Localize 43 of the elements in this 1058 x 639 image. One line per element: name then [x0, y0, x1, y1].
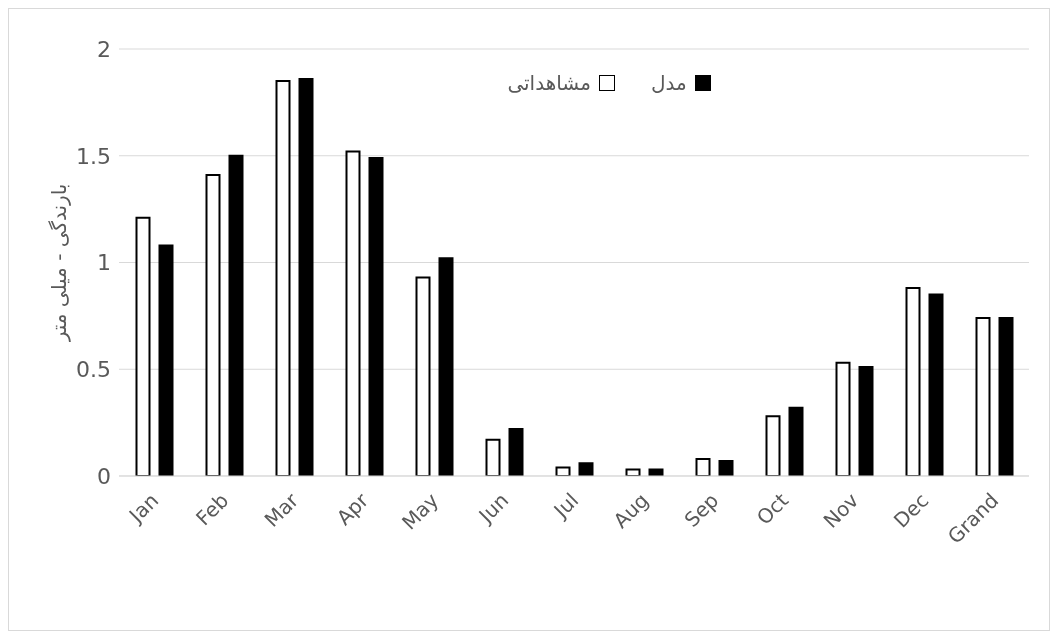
- bar: [788, 406, 804, 476]
- bar: [555, 466, 571, 476]
- bar: [158, 244, 174, 476]
- bar: [765, 415, 781, 476]
- bar: [905, 287, 921, 476]
- y-tick-label: 1: [97, 250, 111, 276]
- x-tick-label: Oct: [751, 488, 794, 530]
- bar: [928, 293, 944, 476]
- x-tick-label: Jul: [547, 488, 584, 524]
- x-tick-label: Mar: [259, 487, 304, 532]
- bar: [415, 276, 431, 476]
- legend-label: مدل: [650, 71, 687, 95]
- bar: [858, 366, 874, 476]
- x-tick-label: Jun: [472, 488, 514, 529]
- x-tick-label: Sep: [679, 488, 724, 532]
- bar: [718, 460, 734, 476]
- bar: [975, 317, 991, 476]
- x-tick-label: Apr: [331, 487, 374, 530]
- legend-label: مشاهداتی: [507, 71, 591, 95]
- x-tick-label: Dec: [888, 488, 934, 533]
- bar: [485, 438, 501, 476]
- y-tick-label: 0: [97, 463, 111, 489]
- y-tick-label: 2: [97, 36, 111, 62]
- x-tick-label: Aug: [608, 488, 654, 533]
- bar: [438, 257, 454, 476]
- x-tick-label: Jan: [123, 488, 164, 529]
- bar: [275, 80, 291, 476]
- y-axis-title: بارندگی - میلی متر: [47, 183, 72, 343]
- bar: [695, 457, 711, 476]
- bar: [345, 150, 361, 476]
- y-tick-label: 0.5: [76, 357, 111, 383]
- bar: [998, 317, 1014, 476]
- bar: [205, 173, 221, 476]
- bar: [228, 154, 244, 476]
- bar: [368, 156, 384, 476]
- bar: [298, 77, 314, 476]
- bar: [578, 462, 594, 476]
- x-tick-label: Nov: [818, 488, 864, 533]
- x-tick-label: Feb: [191, 488, 234, 531]
- bar: [835, 361, 851, 476]
- y-tick-label: 1.5: [76, 143, 111, 169]
- bar: [508, 428, 524, 476]
- bar: [135, 216, 151, 476]
